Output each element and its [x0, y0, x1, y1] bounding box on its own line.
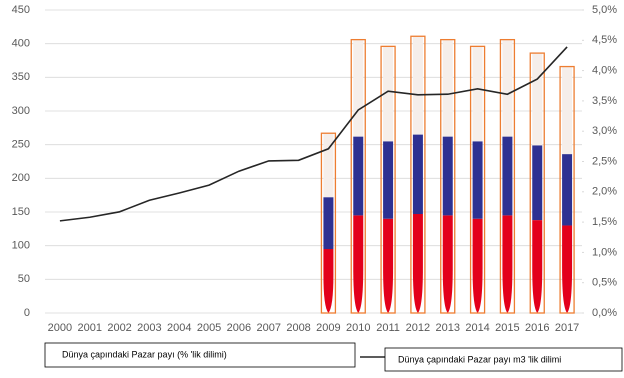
x-tick-label: 2009 — [316, 322, 340, 334]
y2-tick-label: 4,0% — [592, 65, 617, 77]
x-tick-label: 2017 — [555, 322, 579, 334]
bar-segment — [502, 39, 513, 137]
bar-segment — [562, 66, 573, 155]
bar-outline — [499, 38, 516, 314]
bar-outline — [380, 45, 396, 314]
x-tick-label: 2005 — [197, 322, 221, 334]
y2-tick-label: 5,0% — [592, 4, 617, 16]
bar-segment — [442, 215, 453, 313]
bar-segment — [323, 197, 334, 250]
line — [59, 46, 568, 222]
bar-outline — [410, 35, 426, 314]
y2-tick-label: 4,5% — [592, 34, 617, 46]
y2-tick-label: 2,0% — [592, 186, 617, 198]
bar-segment — [412, 36, 423, 135]
x-tick-label: 2010 — [346, 322, 370, 334]
x-tick-label: 2002 — [107, 322, 131, 334]
legend-box — [44, 342, 356, 368]
x-tick-label: 2011 — [376, 322, 400, 334]
bar-segment — [412, 134, 423, 215]
bar-segment — [442, 136, 453, 216]
bar-segment — [442, 39, 453, 137]
y-tick-label: 150 — [12, 206, 30, 218]
bar-segment — [323, 249, 334, 313]
y-tick-label: 100 — [12, 240, 30, 252]
y2-tick-label: 1,0% — [592, 246, 617, 258]
bar-segment — [383, 141, 394, 219]
x-tick-label: 2013 — [436, 322, 460, 334]
bar-segment — [353, 39, 364, 137]
bar-segment — [472, 46, 483, 142]
legend-label: Dünya çapındaki Pazar payı m3 'lik dilim… — [398, 354, 561, 364]
y-tick-label: 250 — [12, 139, 30, 151]
bar-segment — [562, 154, 573, 226]
x-tick-label: 2015 — [495, 322, 519, 334]
bar-segment — [323, 133, 334, 198]
legend-label: Dünya çapındaki Pazar payı (% 'lik dilim… — [62, 349, 227, 359]
x-tick-label: 2001 — [78, 322, 102, 334]
y2-tick-label: 3,5% — [592, 95, 617, 107]
x-tick-label: 2006 — [227, 322, 251, 334]
x-tick-label: 2008 — [286, 322, 310, 334]
bar-segment — [472, 218, 483, 313]
y-tick-label: 300 — [12, 105, 30, 117]
y-tick-label: 0 — [24, 307, 30, 319]
bar-segment — [383, 218, 394, 313]
y-tick-label: 50 — [18, 273, 30, 285]
bar-outline — [469, 45, 486, 314]
bar-outline — [529, 52, 545, 314]
bar-segment — [532, 220, 543, 313]
bar-segment — [532, 145, 543, 221]
x-tick-label: 2000 — [48, 322, 72, 334]
y-tick-label: 350 — [12, 71, 30, 83]
bar-outline — [350, 38, 366, 314]
x-tick-label: 2003 — [137, 322, 161, 334]
bar-outline — [440, 38, 456, 314]
legend-box — [384, 347, 623, 372]
bar-outline — [320, 132, 337, 314]
y-tick-label: 200 — [12, 172, 30, 184]
bar-segment — [383, 46, 394, 142]
bar-outline — [559, 65, 575, 314]
y2-tick-label: 3,0% — [592, 125, 617, 137]
bar-segment — [502, 136, 513, 216]
bar-segment — [353, 136, 364, 216]
bar-segment — [532, 53, 543, 146]
y2-tick-label: 2,5% — [592, 155, 617, 167]
x-tick-label: 2014 — [465, 322, 489, 334]
x-tick-label: 2016 — [525, 322, 549, 334]
x-tick-label: 2007 — [257, 322, 281, 334]
bar-segment — [472, 141, 483, 219]
y-tick-label: 400 — [12, 38, 30, 50]
x-tick-label: 2004 — [167, 322, 191, 334]
bar-segment — [562, 225, 573, 313]
x-tick-label: 2012 — [406, 322, 430, 334]
bar-segment — [502, 215, 513, 313]
y2-tick-label: 0,0% — [592, 307, 617, 319]
y2-tick-label: 1,5% — [592, 216, 617, 228]
bar-segment — [412, 214, 423, 313]
y-tick-label: 450 — [12, 4, 30, 16]
bar-segment — [353, 215, 364, 313]
y2-tick-label: 0,5% — [592, 277, 617, 289]
